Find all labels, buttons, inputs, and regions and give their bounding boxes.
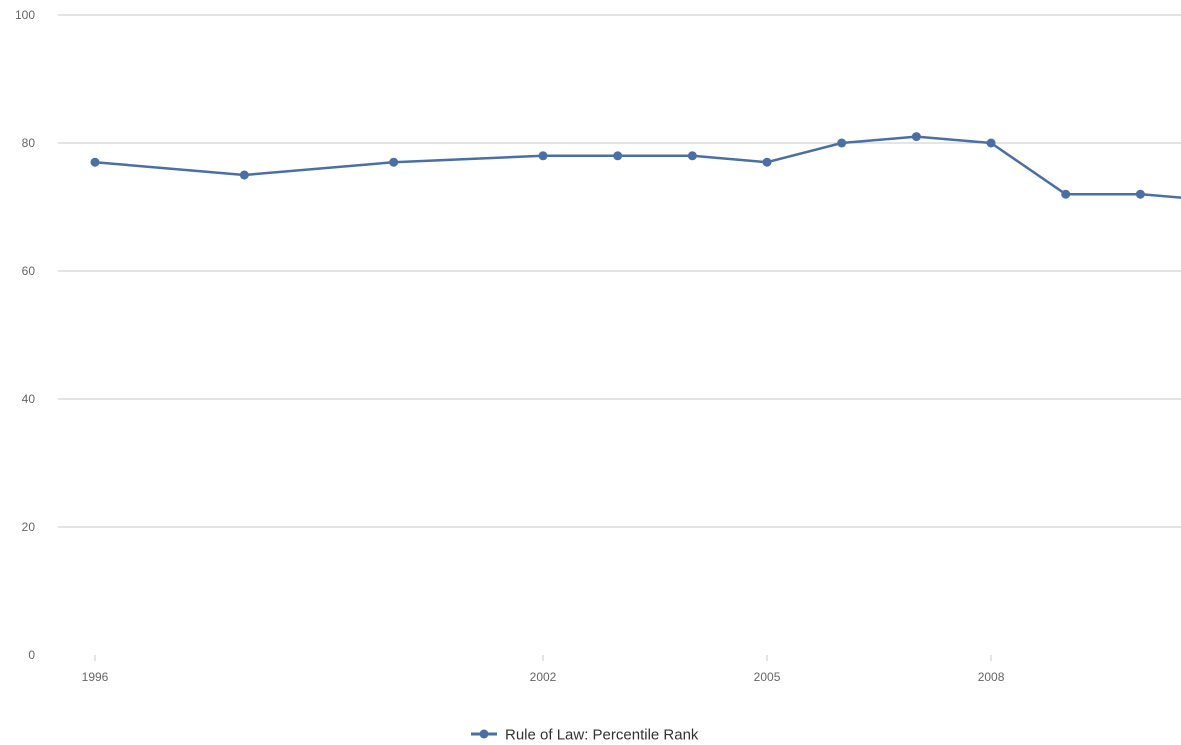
series-line bbox=[93, 135, 1181, 199]
data-point-2007[interactable] bbox=[911, 132, 921, 142]
legend-label: Rule of Law: Percentile Rank bbox=[505, 727, 699, 744]
data-point-2005[interactable] bbox=[762, 157, 772, 167]
x-tick-label: 2008 bbox=[978, 670, 1005, 684]
data-point-2000[interactable] bbox=[389, 157, 399, 167]
data-point-2002[interactable] bbox=[538, 151, 548, 161]
x-tick-label: 2005 bbox=[754, 670, 781, 684]
data-point-2003[interactable] bbox=[613, 151, 623, 161]
y-tick-label: 100 bbox=[15, 8, 35, 22]
y-tick-label: 0 bbox=[28, 648, 35, 662]
legend[interactable]: Rule of Law: Percentile Rank bbox=[471, 727, 699, 744]
y-axis: 0 20 40 60 80 100 bbox=[15, 8, 35, 662]
data-point-1998[interactable] bbox=[239, 170, 249, 180]
series-rule-of-law bbox=[90, 132, 1181, 199]
y-tick-label: 80 bbox=[22, 136, 36, 150]
data-point-2004[interactable] bbox=[687, 151, 697, 161]
data-point-1996[interactable] bbox=[90, 157, 100, 167]
x-tick-label: 1996 bbox=[82, 670, 109, 684]
legend-swatch-marker bbox=[479, 729, 489, 739]
grid-lines bbox=[58, 14, 1181, 528]
data-point-2008[interactable] bbox=[986, 138, 996, 148]
y-tick-label: 60 bbox=[22, 264, 36, 278]
y-tick-label: 20 bbox=[22, 520, 36, 534]
data-point-2006[interactable] bbox=[837, 138, 847, 148]
data-point-2010[interactable] bbox=[1135, 189, 1145, 199]
y-tick-label: 40 bbox=[22, 392, 36, 406]
x-tick-label: 2002 bbox=[530, 670, 557, 684]
data-point-2009[interactable] bbox=[1061, 189, 1071, 199]
x-axis: 19962002200520082011 bbox=[82, 655, 1005, 684]
